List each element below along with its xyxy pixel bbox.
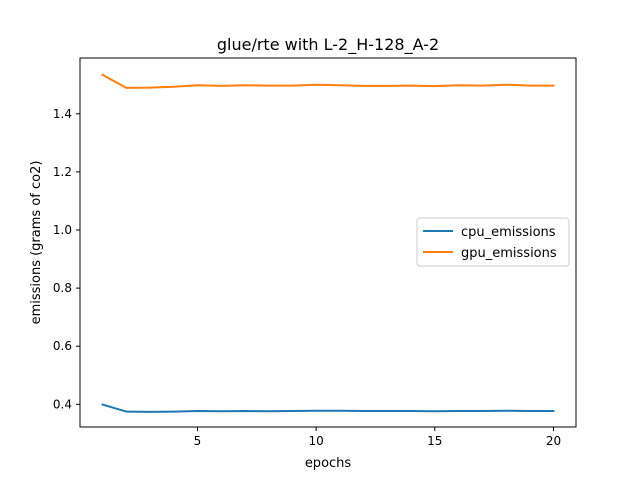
y-tick-label: 1.0 bbox=[53, 223, 72, 237]
chart-title: glue/rte with L-2_H-128_A-2 bbox=[217, 35, 439, 55]
series-line-gpu-emissions bbox=[101, 73, 555, 89]
x-axis-label: epochs bbox=[305, 456, 352, 471]
y-tick-label: 1.4 bbox=[53, 107, 72, 121]
legend-label-gpu-emissions: gpu_emissions bbox=[461, 246, 557, 261]
x-tick-label: 15 bbox=[427, 434, 442, 448]
x-tick-label: 5 bbox=[194, 434, 202, 448]
y-tick-label: 1.2 bbox=[53, 165, 72, 179]
legend-label-cpu-emissions: cpu_emissions bbox=[461, 225, 556, 240]
legend-box bbox=[416, 217, 570, 267]
y-tick-label: 0.8 bbox=[53, 281, 72, 295]
x-tick-label: 10 bbox=[308, 434, 323, 448]
series-line-cpu-emissions bbox=[101, 403, 555, 413]
plot-area-frame bbox=[79, 57, 577, 428]
data-series bbox=[101, 73, 555, 413]
axis-ticks: 5 10 15 20 0.4 0.6 0.8 1.0 1.2 1.4 bbox=[53, 107, 561, 448]
y-tick-label: 0.6 bbox=[53, 339, 72, 353]
y-tick-label: 0.4 bbox=[53, 397, 72, 411]
x-tick-label: 20 bbox=[546, 434, 561, 448]
legend: cpu_emissions gpu_emissions bbox=[416, 217, 570, 267]
y-axis-label: emissions (grams of co2) bbox=[29, 161, 44, 325]
